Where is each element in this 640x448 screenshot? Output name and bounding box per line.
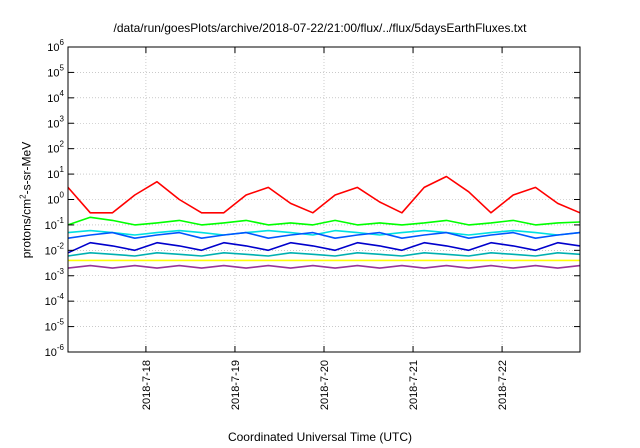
series-line <box>67 216 581 226</box>
y-tick-label: 10-5 <box>45 318 65 334</box>
series-line <box>67 252 581 257</box>
y-tick-label: 10-6 <box>45 343 65 359</box>
series-line <box>67 175 581 214</box>
y-tick-label: 103 <box>47 114 64 130</box>
y-tick-label: 104 <box>47 89 64 105</box>
y-tick-label: 10-1 <box>45 216 65 232</box>
x-tick-label: 2018-7-20 <box>319 360 331 410</box>
series-line <box>67 264 581 269</box>
series-lines <box>67 175 581 269</box>
y-tick-label: 106 <box>47 38 64 54</box>
y-tick-label: 10-3 <box>45 267 65 283</box>
y-tick-label: 10-2 <box>45 241 65 257</box>
x-tick-label: 2018-7-19 <box>230 360 242 410</box>
x-ticks: 2018-7-18 2018-7-19 2018-7-20 2018-7-21 2018… <box>141 47 509 410</box>
grid-lines <box>68 46 580 353</box>
y-tick-label: 101 <box>47 165 64 181</box>
y-ticks: 10-6 10-5 10-4 10-3 10-2 10-1 100 101 102 103 104 1… <box>45 38 580 359</box>
x-tick-label: 2018-7-21 <box>408 360 420 410</box>
x-axis-label: Coordinated Universal Time (UTC) <box>227 430 413 444</box>
series-line <box>67 231 581 239</box>
series-line <box>67 229 581 236</box>
y-tick-label: 10-4 <box>45 292 65 308</box>
y-tick-label: 102 <box>47 140 64 156</box>
y-tick-label: 105 <box>47 63 64 79</box>
series-line <box>67 241 581 254</box>
x-tick-label: 2018-7-22 <box>497 360 509 410</box>
x-tick-label: 2018-7-18 <box>141 360 153 410</box>
y-axis-label: protons/cm2-s-sr-MeV <box>18 141 34 259</box>
y-tick-label: 100 <box>47 191 64 207</box>
chart-title: /data/run/goesPlots/archive/2018-07-22/2… <box>113 21 527 35</box>
